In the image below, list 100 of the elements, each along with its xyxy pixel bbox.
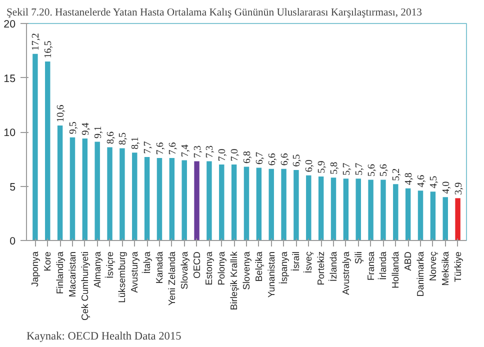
data-label: 5,7 bbox=[341, 162, 352, 176]
bar bbox=[393, 184, 398, 240]
y-tick-label: 0 bbox=[10, 236, 16, 248]
bar bbox=[194, 161, 200, 240]
bar bbox=[182, 160, 187, 240]
bar bbox=[281, 168, 286, 240]
x-tick-label: Yunanistan bbox=[266, 251, 276, 298]
data-label: 6,7 bbox=[254, 152, 266, 165]
y-tick-label: 15 bbox=[4, 72, 16, 85]
data-label: 9,5 bbox=[68, 122, 79, 134]
data-label: 6,6 bbox=[279, 153, 290, 166]
data-label: 7,6 bbox=[167, 142, 178, 155]
x-tick-label: İzlanda bbox=[328, 250, 339, 282]
data-label: 5,8 bbox=[329, 162, 340, 174]
x-tick-label: Finlandiya bbox=[55, 250, 66, 294]
bar bbox=[256, 168, 262, 240]
bar bbox=[455, 198, 460, 240]
bar bbox=[268, 168, 274, 240]
data-label: 16,5 bbox=[43, 40, 54, 58]
data-label: 4,0 bbox=[440, 181, 452, 194]
data-label: 7,4 bbox=[180, 144, 191, 157]
x-tick-label: İsviçre bbox=[104, 251, 115, 278]
data-label: 5,9 bbox=[316, 160, 328, 174]
data-label: 9,1 bbox=[92, 126, 104, 139]
bar bbox=[82, 138, 88, 240]
y-tick-label: 20 bbox=[4, 18, 16, 30]
x-tick-label: Fransa bbox=[366, 250, 376, 281]
x-tick-label: Macaristan bbox=[67, 251, 78, 298]
bar bbox=[343, 178, 349, 240]
data-label: 4,5 bbox=[428, 176, 440, 188]
bar bbox=[169, 158, 175, 240]
x-tick-label: Norveç bbox=[428, 251, 438, 282]
x-tick-label: İsrail bbox=[290, 251, 302, 272]
bar bbox=[442, 197, 448, 240]
data-label: 17,2 bbox=[30, 33, 42, 51]
data-label: 8,1 bbox=[130, 136, 142, 150]
bar bbox=[94, 142, 100, 240]
data-label: 7,3 bbox=[192, 146, 204, 158]
x-tick-label: Almanya bbox=[92, 250, 102, 288]
bar bbox=[45, 61, 50, 240]
x-tick-label: OECD bbox=[192, 251, 202, 278]
y-tick-label: 10 bbox=[4, 127, 16, 139]
x-tick-label: İrlanda bbox=[377, 250, 388, 280]
bar bbox=[368, 180, 374, 240]
x-tick-label: İspanya bbox=[278, 250, 289, 284]
data-label: 4,6 bbox=[416, 174, 428, 188]
x-tick-label: Yeni Zelanda bbox=[166, 250, 177, 306]
bar bbox=[244, 166, 250, 240]
bar bbox=[356, 178, 361, 240]
data-label: 6,5 bbox=[292, 154, 303, 167]
x-tick-label: Avustralya bbox=[340, 250, 351, 295]
bar bbox=[380, 180, 386, 240]
data-label: 7,7 bbox=[142, 141, 154, 154]
data-label: 8,6 bbox=[105, 131, 116, 144]
data-label: 3,9 bbox=[453, 182, 464, 195]
data-label: 7,6 bbox=[154, 142, 166, 155]
bar bbox=[330, 178, 336, 240]
x-tick-label: Kore bbox=[42, 251, 53, 272]
x-tick-label: İtalya bbox=[141, 250, 152, 274]
bar bbox=[294, 170, 299, 240]
x-tick-label: Şili bbox=[353, 251, 364, 264]
bar bbox=[156, 158, 162, 240]
data-label: 10,6 bbox=[56, 104, 67, 122]
data-label: 6,6 bbox=[266, 153, 278, 166]
bar bbox=[318, 176, 324, 240]
bar bbox=[70, 137, 76, 240]
bar bbox=[405, 188, 411, 240]
bar bbox=[306, 175, 312, 240]
x-tick-label: Japonya bbox=[30, 250, 40, 287]
data-label: 7,3 bbox=[204, 146, 216, 158]
bar bbox=[132, 152, 138, 240]
x-tick-label: Slovakya bbox=[179, 250, 190, 290]
chart-title: Şekil 7.20. Hastanelerde Yatan Hasta Ortalama Kalış Gününün Uluslararası Karşılaştırması, 2013 bbox=[6, 8, 422, 18]
x-tick-label: Kanada bbox=[154, 250, 164, 284]
x-tick-label: Hollanda bbox=[390, 250, 401, 288]
data-label: 5,6 bbox=[366, 164, 378, 176]
data-label: 4,8 bbox=[404, 172, 415, 186]
x-tick-label: Avusturya bbox=[130, 250, 140, 293]
bar bbox=[144, 156, 150, 240]
x-tick-label: ABD bbox=[403, 251, 414, 271]
bar bbox=[32, 54, 38, 240]
x-tick-label: Türkiye bbox=[452, 251, 463, 282]
bar bbox=[120, 148, 125, 240]
bar bbox=[107, 147, 112, 240]
bar bbox=[430, 192, 436, 240]
data-label: 5,2 bbox=[391, 168, 402, 181]
x-tick-label: İsveç bbox=[302, 251, 314, 274]
x-tick-label: Meksika bbox=[440, 250, 450, 286]
bar bbox=[57, 125, 63, 240]
bar bbox=[219, 164, 224, 240]
x-tick-label: Portekiz bbox=[316, 251, 326, 286]
data-label: 5,7 bbox=[354, 162, 365, 176]
text: Kaynak: OECD Health Data 2015 bbox=[26, 330, 182, 342]
data-label: 8,5 bbox=[118, 132, 129, 146]
x-tick-label: Birleşik Krallık bbox=[229, 251, 240, 310]
data-label: 9,4 bbox=[80, 122, 92, 136]
bar bbox=[418, 190, 424, 240]
data-label: 7,0 bbox=[230, 148, 241, 162]
y-tick-label: 5 bbox=[10, 181, 16, 194]
x-tick-label: Danimarka bbox=[416, 250, 426, 297]
